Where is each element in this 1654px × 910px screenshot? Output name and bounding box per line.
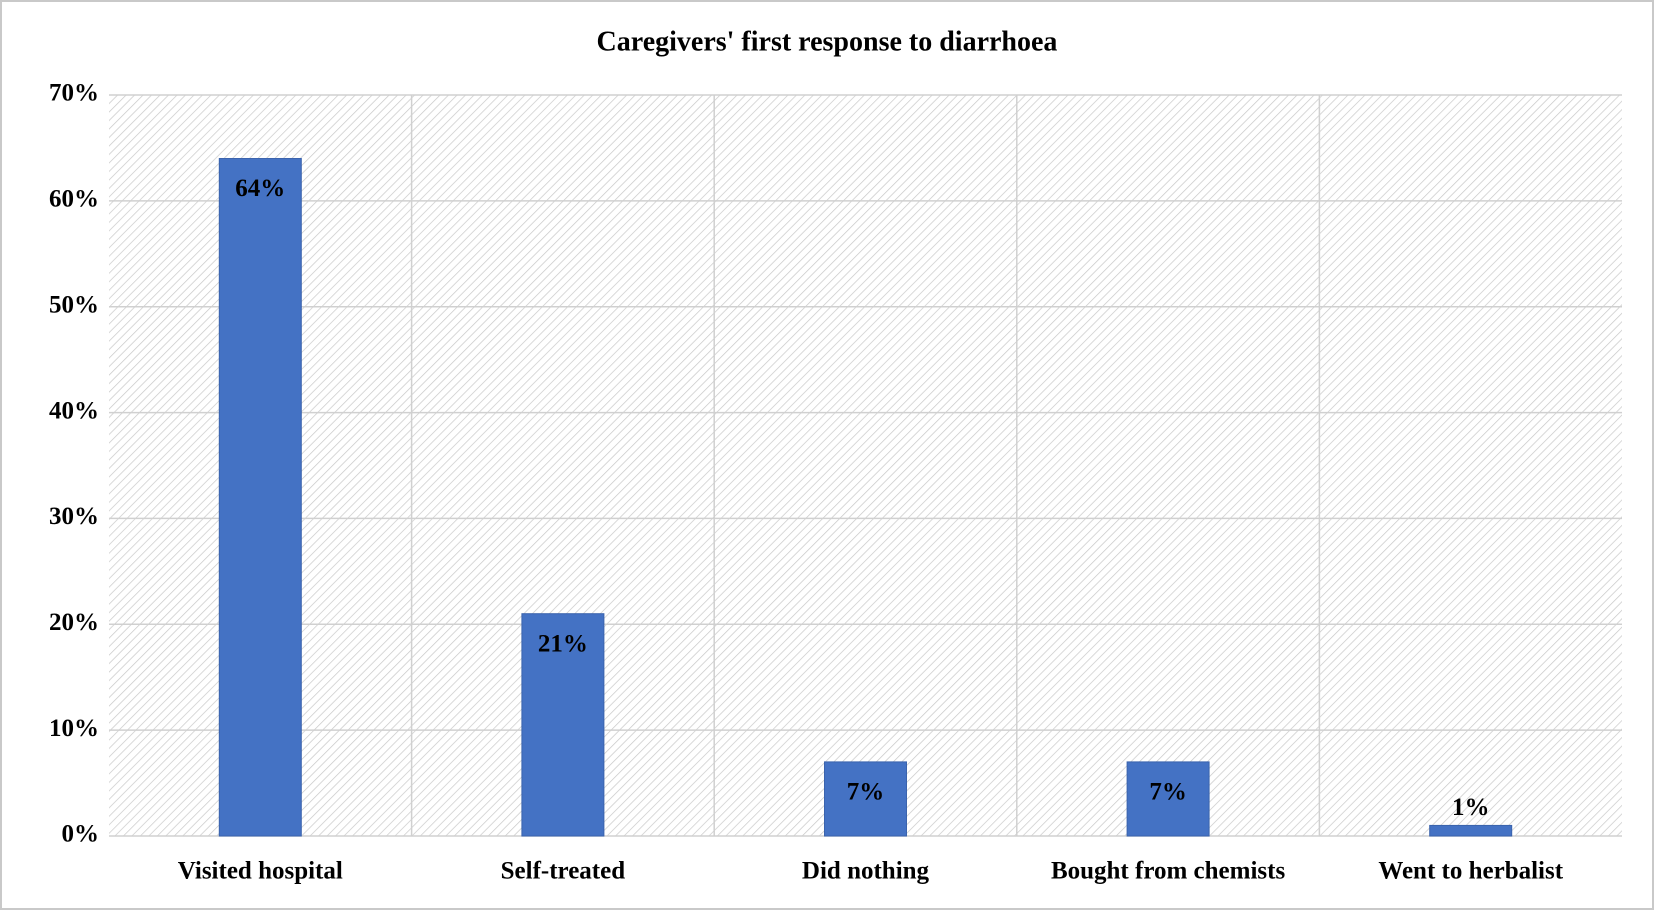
plot-area — [109, 95, 1622, 836]
value-label: 7% — [847, 779, 885, 806]
y-tick-label: 30% — [49, 503, 99, 530]
bar — [1126, 761, 1210, 837]
x-tick-label: Visited hospital — [178, 858, 343, 885]
bar — [521, 613, 605, 837]
y-tick-label: 60% — [49, 186, 99, 213]
value-label: 64% — [235, 175, 285, 202]
y-tick-label: 40% — [49, 397, 99, 424]
y-tick-label: 50% — [49, 291, 99, 318]
bar — [1429, 824, 1513, 837]
value-label: 21% — [538, 630, 588, 657]
value-label: 1% — [1452, 794, 1490, 821]
value-label: 7% — [1149, 779, 1187, 806]
chart-title: Caregivers' first response to diarrhoea — [597, 26, 1058, 57]
y-tick-label: 0% — [62, 821, 100, 848]
x-tick-label: Self-treated — [501, 858, 626, 885]
x-tick-label: Went to herbalist — [1378, 858, 1563, 885]
x-tick-label: Did nothing — [802, 858, 930, 885]
y-tick-label: 20% — [49, 609, 99, 636]
bar — [218, 158, 302, 837]
y-tick-label: 70% — [49, 80, 99, 107]
bar — [824, 761, 907, 837]
y-tick-label: 10% — [49, 715, 99, 742]
x-tick-label: Bought from chemists — [1051, 858, 1286, 885]
